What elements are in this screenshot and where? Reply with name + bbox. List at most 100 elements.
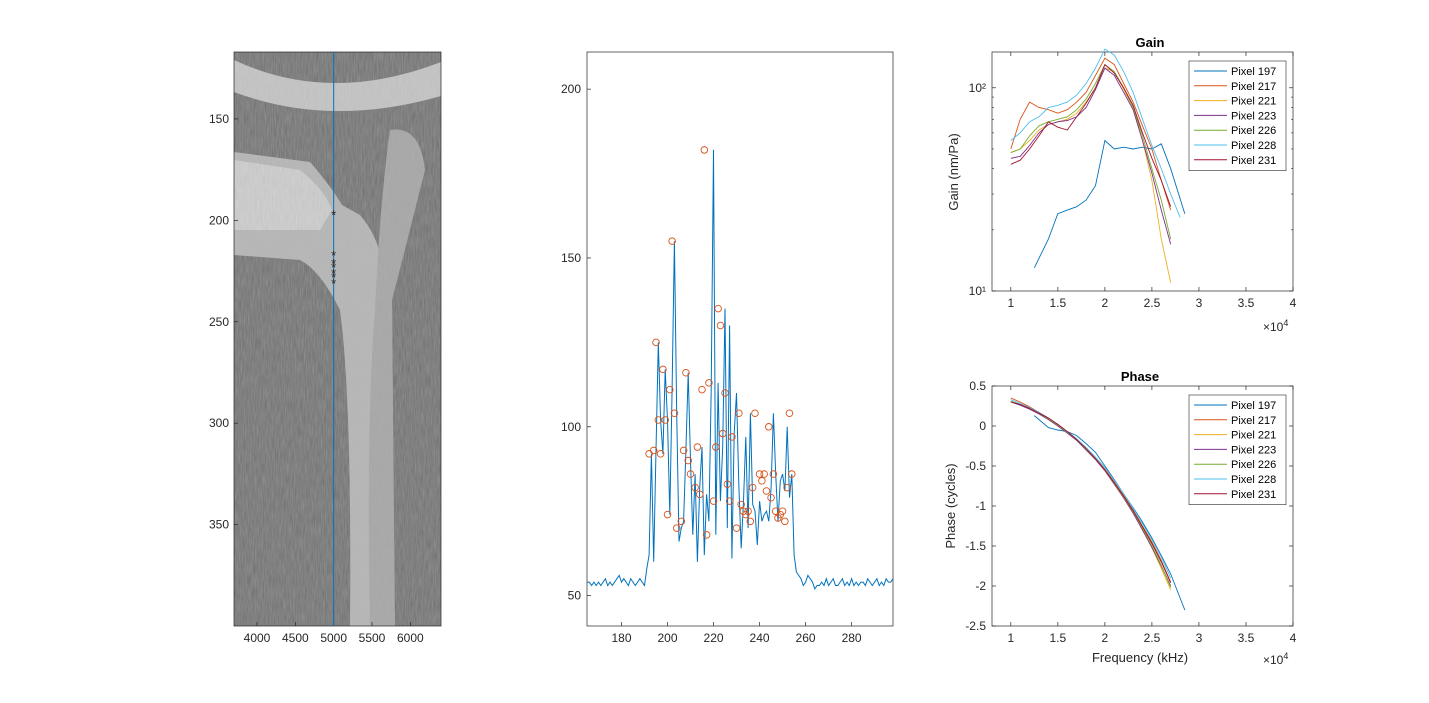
series-line — [1010, 48, 1181, 218]
red-star-marker: * — [331, 256, 336, 271]
series-line — [1010, 63, 1172, 240]
series-line — [1010, 67, 1172, 245]
circle-marker — [760, 470, 768, 478]
circle-marker — [783, 483, 791, 492]
image-axes-box — [233, 51, 442, 627]
phase-series-lines — [1010, 397, 1186, 611]
series-line — [1010, 399, 1172, 579]
x-tick-label: 4 — [1290, 631, 1297, 645]
y-tick-label: 10² — [969, 81, 986, 95]
gain-legend: Pixel 197 Pixel 217 Pixel 221 Pixel 223 Pixe… — [1188, 60, 1287, 171]
circle-marker — [698, 385, 706, 394]
x-tick-label: 6000 — [397, 631, 424, 645]
circle-marker — [695, 490, 704, 499]
circle-marker — [721, 389, 729, 397]
y-tick-label: -1 — [975, 499, 986, 513]
legend-label: Pixel 223 — [1231, 444, 1276, 456]
circle-marker — [672, 524, 681, 532]
circle-marker — [709, 497, 718, 505]
circle-marker — [737, 500, 745, 509]
image-red-markers: ******* — [331, 207, 336, 291]
gain-ylabel: Gain (nm/Pa) — [946, 133, 961, 210]
circle-marker — [781, 517, 789, 526]
circle-marker — [785, 409, 794, 418]
circle-marker — [769, 470, 778, 478]
circle-marker — [723, 480, 732, 488]
legend-label: Pixel 217 — [1231, 81, 1276, 93]
circle-marker — [788, 470, 796, 478]
x-tick-label: 200 — [658, 631, 678, 645]
y-tick-label: 0.5 — [969, 379, 986, 393]
circle-marker — [702, 531, 711, 539]
y-tick-label: 50 — [568, 589, 582, 603]
circle-marker — [656, 450, 665, 458]
y-tick-label: 350 — [209, 518, 229, 532]
legend-label: Pixel 223 — [1231, 110, 1276, 122]
circle-marker — [700, 146, 709, 154]
circle-marker — [735, 409, 743, 418]
phase-legend: Pixel 197 Pixel 217 Pixel 221 Pixel 223 Pixe… — [1188, 394, 1287, 505]
circle-marker — [652, 338, 660, 347]
circle-marker — [686, 470, 695, 478]
circle-marker — [758, 477, 766, 485]
phase-axis-ticks: 1 1.5 2 2.5 3 3.5 4 0.5 0 -0.5 -1 -1.5 -2 -2.5 — [965, 379, 1296, 645]
x-tick-label: 2 — [1102, 296, 1109, 310]
x-tick-label: 2 — [1102, 631, 1109, 645]
circle-marker — [725, 497, 734, 505]
circle-marker — [755, 470, 764, 478]
circle-marker — [728, 433, 736, 441]
circle-marker — [668, 237, 676, 245]
legend-label: Pixel 231 — [1231, 155, 1276, 167]
circle-marker — [693, 443, 702, 451]
x-tick-label: 3 — [1196, 296, 1203, 310]
x-tick-label: 4 — [1290, 296, 1297, 310]
circle-marker — [666, 385, 674, 394]
profile-panel: 180 200 220 240 260 280 50 100 150 200 — [561, 51, 894, 645]
circle-marker — [712, 443, 720, 451]
series-line — [1010, 401, 1172, 587]
circle-marker — [659, 365, 667, 374]
profile-axes-box — [586, 51, 894, 627]
legend-label: Pixel 231 — [1231, 489, 1276, 501]
red-star-marker: * — [331, 260, 336, 275]
red-star-marker: * — [331, 248, 336, 263]
circle-marker — [691, 483, 699, 492]
y-tick-label: 250 — [209, 315, 229, 329]
circle-marker — [661, 416, 669, 424]
x-tick-label: 2.5 — [1144, 631, 1161, 645]
phase-panel: Phase Phase (cycles) Frequency (kHz) 1 1.… — [943, 369, 1297, 667]
red-star-marker: * — [331, 270, 336, 285]
circle-marker — [767, 493, 775, 502]
gain-series-lines — [1010, 48, 1186, 283]
series-line — [1034, 415, 1186, 611]
x-tick-label: 3.5 — [1238, 631, 1255, 645]
circle-marker — [705, 379, 713, 387]
y-tick-label: 150 — [209, 112, 229, 126]
y-tick-label: 150 — [561, 251, 581, 265]
circle-marker — [732, 524, 741, 532]
gain-axis-ticks: 1 1.5 2 2.5 3 3.5 4 10¹ 10² — [969, 52, 1297, 310]
red-star-marker: * — [331, 266, 336, 281]
red-star-marker: * — [331, 276, 336, 291]
series-line — [1033, 139, 1186, 268]
profile-line — [587, 149, 894, 591]
gain-x-multiplier: ×104 — [1263, 318, 1288, 334]
gain-panel: Gain Gain (nm/Pa) 1 1.5 2 2.5 3 3.5 4 10¹ 10² ×1… — [946, 35, 1297, 334]
phase-x-multiplier: ×104 — [1263, 651, 1288, 667]
circle-marker — [649, 446, 658, 455]
phase-title: Phase — [1121, 369, 1159, 384]
y-tick-label: -0.5 — [965, 459, 986, 473]
legend-label: Pixel 197 — [1231, 400, 1276, 412]
circle-marker — [751, 409, 759, 418]
legend-label: Pixel 228 — [1231, 140, 1276, 152]
phase-xlabel: Frequency (kHz) — [1092, 650, 1188, 665]
y-tick-label: -2.5 — [965, 619, 986, 633]
circle-marker — [684, 456, 692, 465]
profile-axis-ticks: 180 200 220 240 260 280 50 100 150 200 — [561, 82, 862, 645]
series-line — [1010, 57, 1172, 211]
x-tick-label: 2.5 — [1144, 296, 1161, 310]
grayscale-image — [234, 52, 441, 626]
circle-marker — [748, 483, 757, 492]
legend-label: Pixel 226 — [1231, 459, 1276, 471]
